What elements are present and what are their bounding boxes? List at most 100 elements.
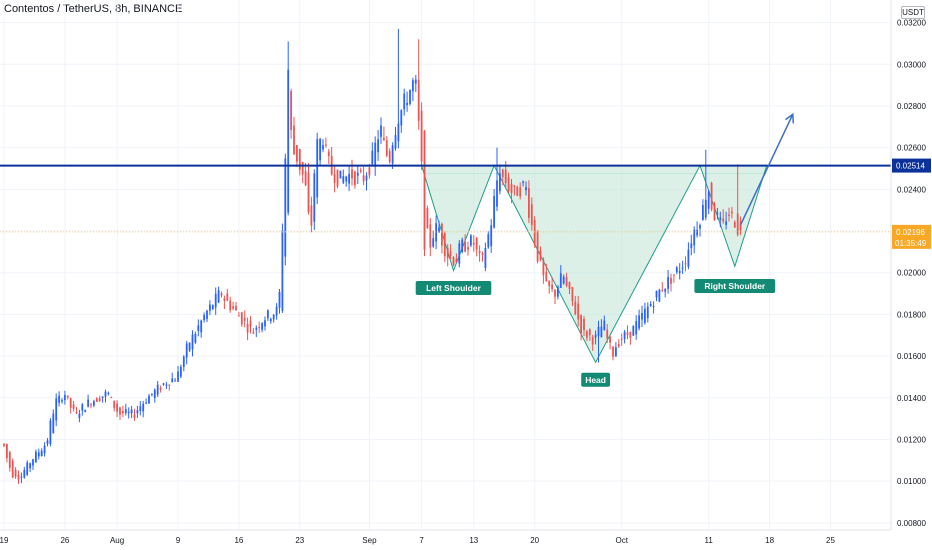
candle-body	[522, 181, 524, 184]
candle-body	[733, 222, 736, 228]
candle-body	[638, 315, 640, 329]
x-tick-label: 11	[705, 536, 714, 545]
candle-body	[342, 176, 345, 183]
candle-body	[217, 290, 220, 303]
candle-body	[249, 320, 252, 327]
candle-body	[197, 325, 200, 332]
candle-body	[423, 130, 426, 250]
candle-body	[90, 404, 92, 406]
candle-body	[194, 333, 197, 343]
candle-body	[487, 234, 490, 248]
candle-body	[736, 213, 739, 235]
pattern-label: Right Shoulder	[704, 281, 766, 291]
candle-body	[84, 410, 87, 413]
candle-body	[17, 474, 20, 480]
projection-arrow-head	[785, 112, 795, 124]
candle-body	[69, 398, 72, 408]
candle-body	[554, 289, 556, 297]
candle-body	[719, 217, 722, 220]
candle-body	[20, 476, 23, 478]
y-tick-label: 0.02400	[897, 185, 926, 194]
candle-body	[684, 263, 687, 265]
y-tick-label: 0.02600	[897, 144, 926, 153]
candle-body	[58, 395, 60, 403]
candle-body	[87, 399, 89, 407]
candle-body	[11, 460, 14, 478]
candle-body	[670, 277, 672, 284]
candle-body	[470, 235, 472, 246]
pattern-outline	[421, 164, 768, 364]
candle-body	[287, 69, 290, 213]
pattern-fill	[421, 165, 767, 363]
candle-body	[156, 384, 159, 395]
candle-body	[678, 270, 681, 274]
candle-body	[359, 170, 362, 172]
x-tick-label: 23	[295, 536, 304, 545]
candle-body	[539, 250, 542, 260]
candle-body	[116, 403, 118, 412]
candle-body	[95, 398, 98, 403]
x-tick-label: 16	[234, 536, 243, 545]
candle-body	[32, 459, 34, 466]
candle-body	[29, 463, 31, 469]
candle-body	[629, 331, 632, 338]
candle-body	[478, 251, 481, 253]
candle-body	[281, 230, 284, 311]
candle-body	[687, 249, 690, 267]
candle-body	[301, 162, 304, 175]
x-tick-label: 26	[60, 536, 69, 545]
candle-body	[148, 395, 150, 404]
y-tick-label: 0.01400	[897, 394, 926, 403]
candle-body	[458, 243, 461, 264]
candle-body	[704, 199, 707, 218]
candle-body	[52, 413, 55, 433]
candle-body	[232, 306, 234, 309]
candle-body	[420, 110, 423, 162]
x-tick-label: 18	[765, 536, 774, 545]
candle-body	[336, 169, 339, 187]
candle-body	[296, 145, 298, 162]
projection-arrow-line	[739, 113, 794, 226]
candle-body	[307, 172, 310, 213]
candle-body	[707, 191, 710, 209]
candle-body	[461, 239, 464, 253]
candle-body	[690, 243, 693, 249]
candle-body	[499, 173, 501, 192]
candle-body	[185, 343, 188, 358]
candle-body	[267, 310, 269, 319]
candle-body	[615, 347, 617, 357]
candle-body	[310, 205, 313, 226]
candle-body	[426, 208, 429, 229]
candle-body	[377, 139, 379, 153]
x-tick-label: 20	[530, 536, 539, 545]
candle-body	[464, 241, 466, 252]
candle-body	[104, 391, 107, 397]
candle-body	[571, 287, 574, 301]
current-price-tag	[892, 224, 931, 249]
candle-body	[383, 138, 385, 140]
candle-body	[8, 452, 11, 468]
candle-body	[545, 271, 548, 281]
candle-body	[441, 223, 443, 246]
candle-body	[255, 327, 258, 330]
candle-body	[565, 277, 568, 286]
candle-body	[429, 224, 432, 248]
candle-body	[113, 400, 116, 408]
candle-body	[322, 145, 324, 150]
currency-badge[interactable]: USDT	[901, 6, 925, 19]
candle-body	[223, 298, 226, 301]
candle-body	[696, 229, 698, 236]
candle-body	[446, 248, 449, 259]
candle-body	[362, 175, 365, 182]
candle-body	[385, 140, 388, 156]
candle-body	[200, 320, 203, 333]
pattern-label-bg	[694, 278, 776, 293]
candle-body	[557, 286, 559, 297]
candle-body	[713, 204, 716, 221]
candle-body	[661, 289, 664, 291]
y-tick-label: 0.01200	[897, 435, 926, 444]
candle-body	[240, 312, 243, 325]
candle-body	[371, 150, 374, 165]
